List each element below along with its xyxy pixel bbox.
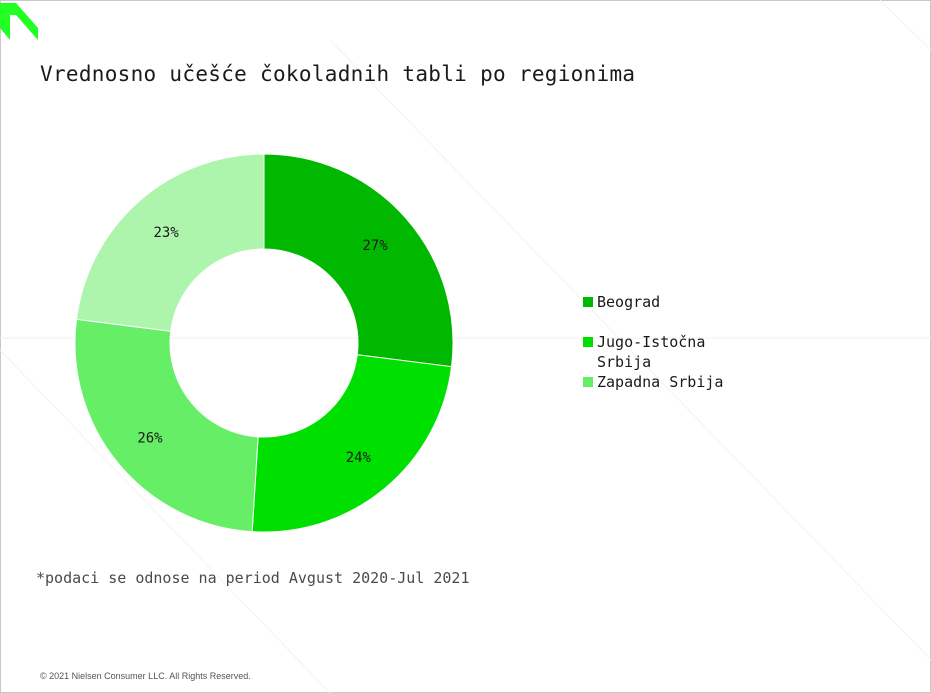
donut-slice-0 — [263, 153, 454, 368]
legend-label: Beograd — [597, 293, 661, 311]
legend-item-jugo-istocna-srbija: Jugo-Istočna Srbija — [583, 332, 747, 372]
donut-slice-1 — [251, 354, 453, 533]
legend-label: Zapadna Srbija — [597, 373, 724, 391]
logo-icon — [0, 3, 38, 40]
slice-data-label: 27% — [362, 238, 388, 254]
legend-swatch — [583, 377, 593, 387]
slice-data-label: 24% — [346, 450, 372, 466]
legend-item-beograd: Beograd — [583, 292, 747, 312]
slice-data-label: 26% — [137, 430, 163, 446]
donut-slice-3 — [75, 153, 265, 332]
slice-data-label: 23% — [153, 225, 179, 241]
footnote: *podaci se odnose na period Avgust 2020-… — [36, 569, 470, 587]
legend-swatch — [583, 297, 593, 307]
chart-title: Vrednosno učešće čokoladnih tabli po reg… — [40, 62, 636, 86]
copyright-notice: © 2021 Nielsen Consumer LLC. All Rights … — [40, 671, 251, 681]
chart-legend: Beograd Jugo-Istočna Srbija Zapadna Srbi… — [583, 292, 747, 412]
legend-swatch — [583, 337, 593, 347]
legend-item-zapadna-srbija: Zapadna Srbija — [583, 372, 747, 392]
legend-label: Jugo-Istočna Srbija — [597, 333, 706, 371]
donut-slice-2 — [74, 318, 259, 533]
